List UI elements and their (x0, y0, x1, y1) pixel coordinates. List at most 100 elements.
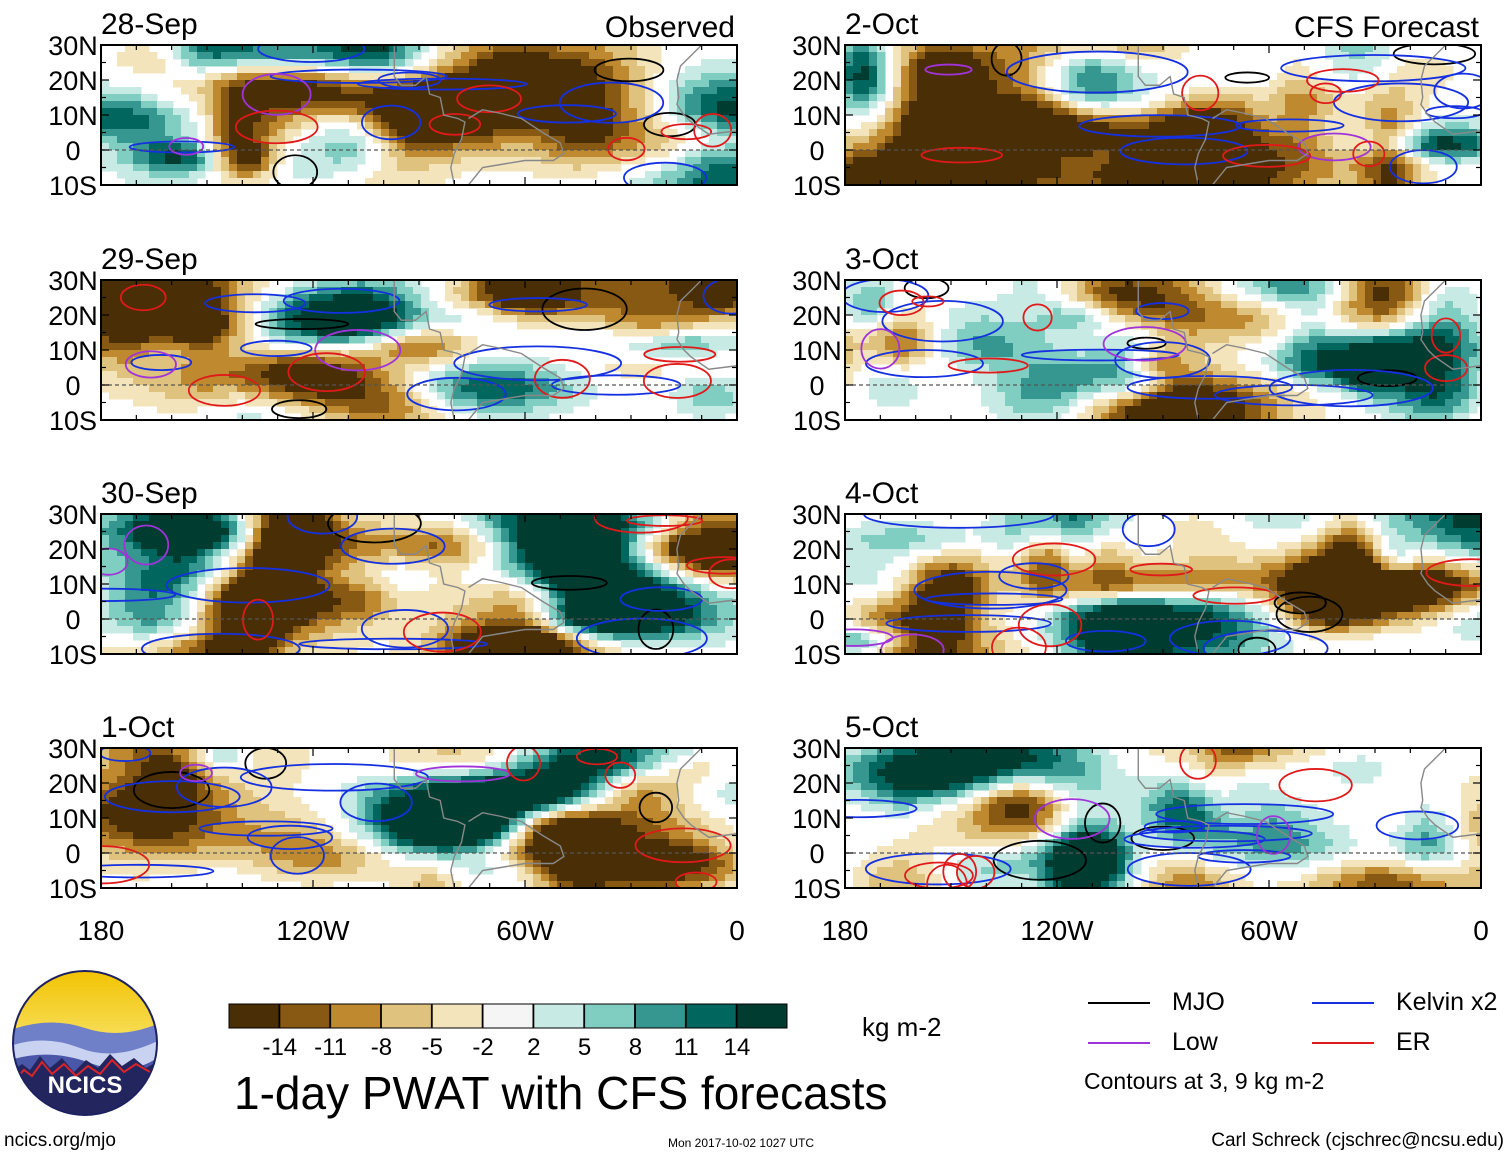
y-tick-label: 20N (48, 66, 98, 96)
contour-kelvin (1268, 369, 1434, 408)
contour-er (1306, 68, 1380, 93)
coastline (1420, 514, 1481, 604)
panel-date: 5-Oct (845, 711, 919, 744)
contour-kelvin (885, 614, 1052, 633)
ncics-logo[interactable]: NCICS (10, 968, 160, 1123)
colorbar-tick-label: -14 (262, 1034, 297, 1061)
contour-er (242, 598, 274, 641)
contour-er (607, 136, 646, 162)
x-tick-label: 60W (496, 915, 554, 946)
contour-kelvin (356, 77, 528, 91)
contour-kelvin (246, 824, 334, 850)
contour-er (926, 863, 968, 888)
contour-low (1033, 798, 1111, 840)
panel-date: 28-Sep (101, 8, 198, 41)
contour-mjo (638, 791, 674, 824)
contour-kelvin (913, 570, 1068, 610)
y-tick-label: 10N (792, 101, 842, 131)
contour-er (920, 146, 1004, 164)
contour-kelvin (361, 104, 422, 141)
contour-er (642, 363, 712, 399)
colorbar-swatch (380, 1003, 432, 1029)
y-tick-label: 30N (792, 734, 842, 764)
contour-mjo (593, 57, 665, 83)
contour-low (1256, 815, 1292, 855)
y-tick-label: 30N (792, 31, 842, 61)
contour-er (1192, 586, 1278, 605)
contour-mjo (272, 154, 319, 185)
coastline (467, 578, 565, 654)
contour-kelvin (558, 81, 665, 124)
x-tick-label: 120W (1020, 915, 1094, 946)
contour-er (1022, 303, 1053, 332)
y-tick-label: 10S (49, 406, 97, 436)
site-link[interactable]: ncics.org/mjo (4, 1130, 116, 1151)
colorbar-tick-label: 8 (629, 1034, 642, 1061)
contour-kelvin (165, 567, 331, 604)
colorbar: -14 -11 -8 -5 -2 2 5 8 11 14 (228, 1003, 838, 1070)
contour-kelvin (103, 780, 241, 814)
contour-er (674, 871, 718, 888)
contour-mjo (271, 399, 328, 420)
colorbar-tick-label: -5 (422, 1034, 443, 1061)
contour-low (241, 73, 312, 116)
contour-kelvin (1020, 348, 1180, 362)
colorbar-swatch (736, 1003, 788, 1029)
legend-item-er: ER (1312, 1028, 1431, 1057)
contour-kelvin (406, 376, 507, 412)
coastline (676, 45, 737, 135)
panel-field (845, 514, 1481, 654)
colorbar-swatch (228, 1003, 280, 1029)
contour-kelvin (339, 782, 413, 823)
coastline (1420, 748, 1481, 838)
contour-er (643, 346, 717, 363)
contour-kelvin (845, 799, 918, 819)
panel-4-oct: 30N 20N 10N 0 10S 4-Oct (792, 477, 1482, 670)
contour-kelvin (198, 820, 334, 837)
contour-mjo (637, 608, 675, 650)
contour-low (168, 137, 205, 156)
panel-field (101, 514, 737, 654)
contour-er (287, 352, 366, 392)
contour-er (604, 761, 637, 789)
contour-mjo (1273, 591, 1327, 615)
y-tick-label: 10S (49, 640, 97, 670)
coastline (1137, 514, 1210, 654)
contour-low (860, 328, 901, 370)
panel-2-oct: 30N 20N 10N 0 10S 2-Oct CFS Forecast (792, 8, 1482, 201)
y-tick-label: 0 (65, 605, 80, 635)
legend-item-kelvin: Kelvin x2 (1312, 988, 1497, 1017)
panel-date: 30-Sep (101, 477, 198, 510)
coastline (676, 514, 737, 604)
contour-mjo (327, 514, 422, 544)
coastline (393, 45, 466, 185)
y-tick-label: 10S (793, 406, 841, 436)
y-tick-label: 10S (793, 874, 841, 904)
coastline (1137, 280, 1210, 420)
y-tick-label: 20N (48, 535, 98, 565)
contour-low (1297, 132, 1372, 162)
contour-er (1425, 558, 1481, 587)
contour-er (402, 611, 482, 653)
contour-kelvin (282, 287, 401, 314)
coastline (393, 748, 466, 888)
contour-kelvin (101, 748, 152, 762)
contour-er (1352, 140, 1386, 168)
contour-er (594, 514, 689, 534)
contour-mjo (541, 287, 628, 331)
coastline (1137, 45, 1210, 185)
x-tick-label: 120W (276, 915, 350, 946)
contour-er (1017, 603, 1083, 648)
contour-kelvin (298, 637, 489, 651)
colorbar-units: kg m-2 (862, 1012, 942, 1042)
contour-mjo (992, 839, 1087, 881)
contour-low (880, 633, 945, 654)
contour-kelvin (286, 514, 359, 535)
y-tick-label: 20N (792, 301, 842, 331)
y-tick-label: 30N (48, 266, 98, 296)
y-tick-label: 0 (65, 136, 80, 166)
contour-er (1430, 317, 1462, 354)
legend-line-mjo (1088, 1001, 1150, 1004)
legend-line-kelvin (1312, 1001, 1374, 1004)
colorbar-tick-label: -2 (472, 1034, 493, 1061)
